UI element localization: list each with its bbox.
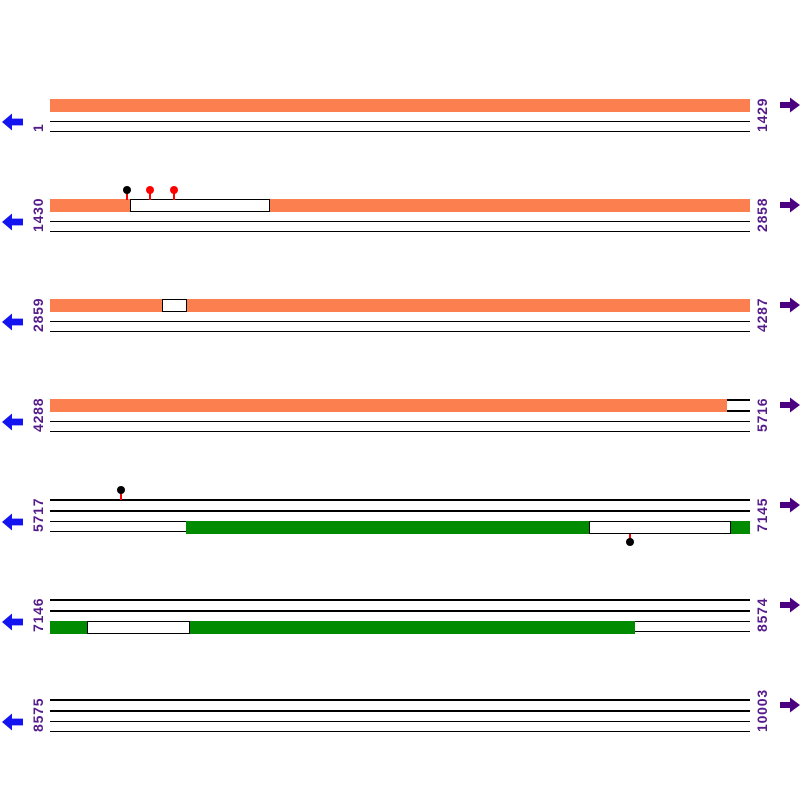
track-line [50, 510, 750, 512]
forward-orf-bar [50, 299, 162, 312]
mutation-marker-stem [149, 190, 151, 200]
track-line [50, 730, 750, 732]
mutation-marker-circle [122, 185, 132, 195]
track-line [50, 420, 750, 422]
reverse-orf-bar [186, 520, 589, 534]
track-line [50, 230, 750, 232]
track-line [50, 610, 750, 612]
right-arrow-icon [780, 597, 800, 613]
mutation-marker-stem [126, 190, 128, 200]
row-end-label: 1429 [754, 97, 770, 132]
track-line [50, 120, 750, 122]
track-line [50, 320, 750, 322]
mutation-marker-stem [120, 490, 122, 500]
forward-orf-bar [270, 199, 750, 212]
left-arrow-icon [1, 513, 23, 531]
reverse-orf-bar [50, 620, 87, 634]
track-line [50, 699, 750, 701]
right-arrow-icon [780, 397, 800, 413]
forward-orf-bar [187, 299, 750, 312]
left-arrow-icon [1, 113, 23, 131]
row-start-label: 7146 [30, 597, 46, 632]
row-end-label: 10003 [754, 689, 770, 732]
track-line [50, 720, 750, 722]
mutation-marker-circle [169, 185, 179, 195]
row-start-label: 1430 [30, 197, 46, 232]
row-end-label: 5716 [754, 397, 770, 432]
mutation-marker-circle [625, 537, 635, 547]
left-arrow-icon [1, 213, 23, 231]
mutation-marker-stem [173, 190, 175, 200]
track-line [50, 130, 750, 132]
row-end-label: 2858 [754, 197, 770, 232]
orf-gap-box [130, 199, 270, 212]
left-arrow-icon [1, 413, 23, 431]
track-line [50, 499, 750, 501]
orf-gap-box [162, 299, 187, 312]
forward-orf-bar [50, 399, 727, 412]
row-end-label: 7145 [754, 497, 770, 532]
forward-orf-bar [50, 199, 130, 212]
track-line [50, 599, 750, 601]
track-line [50, 220, 750, 222]
mutation-marker-circle [116, 485, 126, 495]
orf-gap-box [589, 520, 731, 534]
left-arrow-icon [1, 613, 23, 631]
right-arrow-icon [780, 497, 800, 513]
row-start-label: 5717 [30, 497, 46, 532]
reverse-orf-bar [731, 520, 750, 534]
track-line [50, 710, 750, 712]
right-arrow-icon [780, 97, 800, 113]
row-start-label: 1 [30, 123, 46, 132]
orf-gap-box [87, 620, 190, 634]
track-line [50, 330, 750, 332]
right-arrow-icon [780, 297, 800, 313]
mutation-marker-circle [145, 185, 155, 195]
row-start-label: 8575 [30, 697, 46, 732]
left-arrow-icon [1, 313, 23, 331]
row-start-label: 4288 [30, 397, 46, 432]
reverse-orf-bar [190, 620, 635, 634]
row-start-label: 2859 [30, 297, 46, 332]
right-arrow-icon [780, 197, 800, 213]
forward-orf-bar [50, 99, 750, 112]
track-line [50, 430, 750, 432]
right-arrow-icon [780, 697, 800, 713]
row-end-label: 4287 [754, 297, 770, 332]
left-arrow-icon [1, 713, 23, 731]
row-end-label: 8574 [754, 597, 770, 632]
